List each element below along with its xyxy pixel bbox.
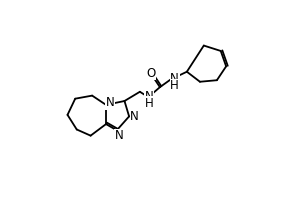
Text: H: H	[170, 79, 179, 92]
Text: N: N	[130, 110, 139, 123]
Text: N: N	[145, 90, 154, 103]
Text: N: N	[115, 129, 124, 142]
Text: H: H	[145, 97, 154, 110]
Text: N: N	[170, 72, 179, 85]
Text: N: N	[106, 96, 114, 109]
Text: O: O	[146, 67, 155, 80]
